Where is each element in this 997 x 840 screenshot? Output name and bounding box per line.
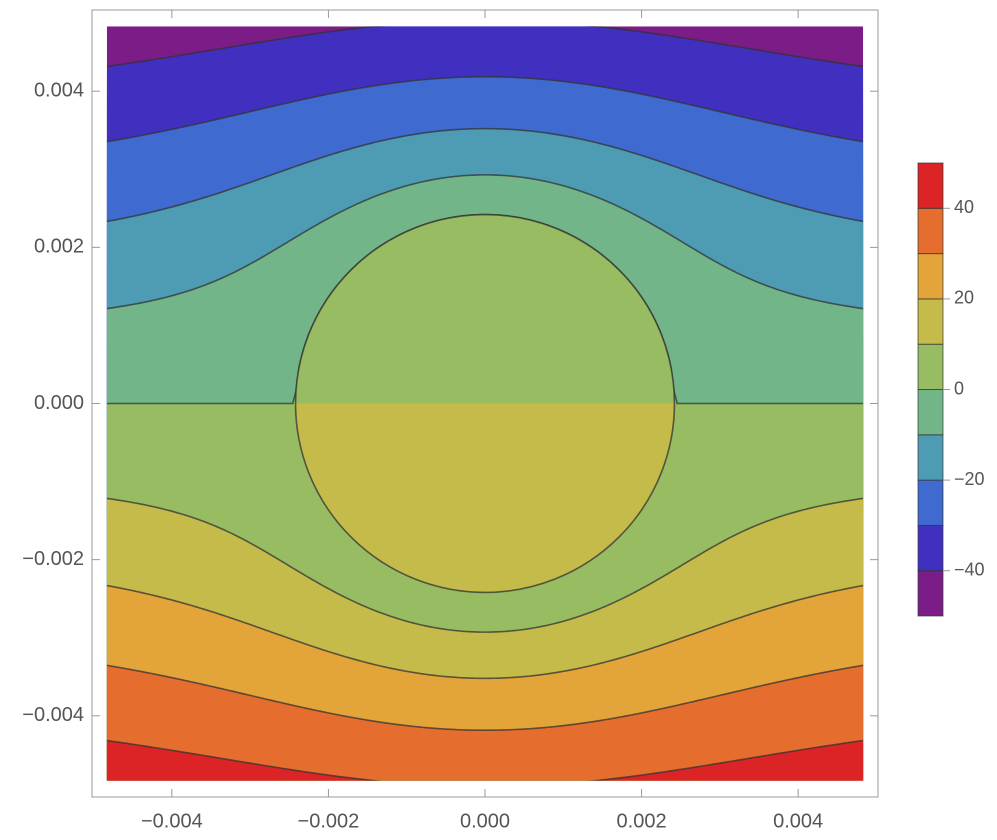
plot-area xyxy=(106,26,864,781)
y-tick-label: 0.000 xyxy=(34,392,84,414)
colorbar-tick-label: −20 xyxy=(954,469,985,489)
colorbar-tick-label: 40 xyxy=(954,197,974,217)
contour-line xyxy=(106,75,864,143)
axes: −0.004 −0.002 0.000 0.002 0.004 −0.004 −0.002 0… xyxy=(22,9,879,832)
contour-line xyxy=(106,174,864,310)
contour-band xyxy=(106,665,864,781)
colorbar-band xyxy=(917,162,944,209)
x-tick-label: −0.004 xyxy=(141,810,203,832)
y-tick-label: 0.004 xyxy=(34,79,84,101)
x-tick-label: −0.002 xyxy=(298,810,360,832)
contour-line xyxy=(106,584,864,680)
x-tick-label: 0.002 xyxy=(617,810,667,832)
colorbar-tick-label: −40 xyxy=(954,559,985,579)
contour-line xyxy=(106,664,864,732)
colorbar-band xyxy=(917,298,944,345)
colorbar-band xyxy=(917,207,944,255)
x-tick-label: 0.004 xyxy=(773,810,823,832)
y-tick-label: −0.004 xyxy=(22,704,84,726)
inside-lower xyxy=(295,403,675,593)
colorbar-band xyxy=(917,434,944,481)
colorbar-tick-label: 0 xyxy=(954,378,964,398)
colorbar: −40 −20 0 20 40 xyxy=(917,162,985,617)
colorbar-band xyxy=(917,570,944,617)
colorbar-band xyxy=(917,253,944,300)
contour-line xyxy=(106,497,864,633)
circle-contour xyxy=(294,213,676,594)
colorbar-tick-label: 20 xyxy=(954,288,974,308)
contour-line xyxy=(106,26,864,68)
colorbar-band xyxy=(917,343,944,391)
inside-upper xyxy=(295,214,675,404)
y-tick-label: −0.002 xyxy=(22,548,84,570)
colorbar-band xyxy=(917,524,944,572)
contour-line xyxy=(106,127,864,223)
y-tick-label: 0.002 xyxy=(34,236,84,258)
x-tick-label: 0.000 xyxy=(460,810,510,832)
colorbar-band xyxy=(917,479,944,526)
contour-line xyxy=(106,739,864,781)
colorbar-band xyxy=(917,389,944,436)
